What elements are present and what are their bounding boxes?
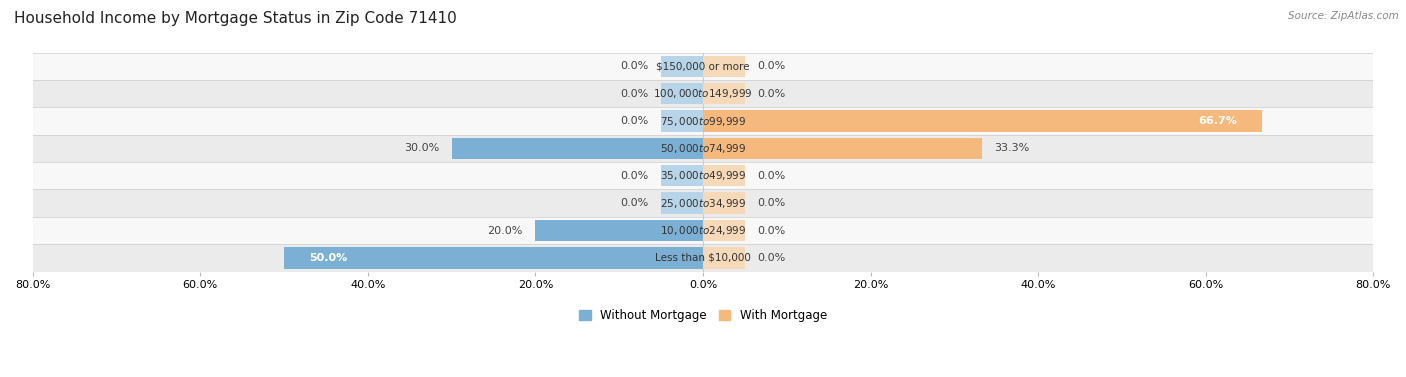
Legend: Without Mortgage, With Mortgage: Without Mortgage, With Mortgage xyxy=(574,305,832,327)
Text: $35,000 to $49,999: $35,000 to $49,999 xyxy=(659,169,747,182)
Text: $10,000 to $24,999: $10,000 to $24,999 xyxy=(659,224,747,237)
Bar xyxy=(703,247,745,268)
Bar xyxy=(703,83,745,104)
Text: 0.0%: 0.0% xyxy=(758,253,786,263)
Bar xyxy=(32,162,1374,190)
Bar xyxy=(661,110,703,132)
Text: 0.0%: 0.0% xyxy=(758,89,786,99)
Text: 0.0%: 0.0% xyxy=(758,61,786,71)
Text: Source: ZipAtlas.com: Source: ZipAtlas.com xyxy=(1288,11,1399,21)
Bar xyxy=(32,217,1374,244)
Text: 0.0%: 0.0% xyxy=(620,89,648,99)
Text: $50,000 to $74,999: $50,000 to $74,999 xyxy=(659,142,747,155)
Text: $25,000 to $34,999: $25,000 to $34,999 xyxy=(659,197,747,210)
Text: $100,000 to $149,999: $100,000 to $149,999 xyxy=(654,87,752,100)
Text: 0.0%: 0.0% xyxy=(620,198,648,208)
Bar xyxy=(32,53,1374,80)
Text: 0.0%: 0.0% xyxy=(620,171,648,181)
Text: 20.0%: 20.0% xyxy=(488,225,523,236)
Bar xyxy=(661,193,703,214)
Bar xyxy=(661,56,703,77)
Bar xyxy=(32,190,1374,217)
Text: 30.0%: 30.0% xyxy=(404,143,439,153)
Bar xyxy=(32,80,1374,107)
Bar xyxy=(284,247,703,268)
Text: Household Income by Mortgage Status in Zip Code 71410: Household Income by Mortgage Status in Z… xyxy=(14,11,457,26)
Bar xyxy=(661,165,703,187)
Bar xyxy=(661,83,703,104)
Text: 0.0%: 0.0% xyxy=(620,116,648,126)
Text: 33.3%: 33.3% xyxy=(994,143,1029,153)
Bar xyxy=(32,135,1374,162)
Text: Less than $10,000: Less than $10,000 xyxy=(655,253,751,263)
Bar xyxy=(703,165,745,187)
Text: 0.0%: 0.0% xyxy=(758,171,786,181)
Text: 0.0%: 0.0% xyxy=(620,61,648,71)
Bar xyxy=(703,193,745,214)
Bar xyxy=(703,56,745,77)
Bar xyxy=(32,107,1374,135)
Text: 0.0%: 0.0% xyxy=(758,225,786,236)
Text: $75,000 to $99,999: $75,000 to $99,999 xyxy=(659,115,747,127)
Text: 50.0%: 50.0% xyxy=(309,253,347,263)
Bar xyxy=(703,220,745,241)
Bar xyxy=(703,110,1261,132)
Bar xyxy=(451,138,703,159)
Bar xyxy=(32,244,1374,271)
Bar xyxy=(536,220,703,241)
Bar xyxy=(703,138,981,159)
Text: 66.7%: 66.7% xyxy=(1198,116,1237,126)
Text: $150,000 or more: $150,000 or more xyxy=(657,61,749,71)
Text: 0.0%: 0.0% xyxy=(758,198,786,208)
